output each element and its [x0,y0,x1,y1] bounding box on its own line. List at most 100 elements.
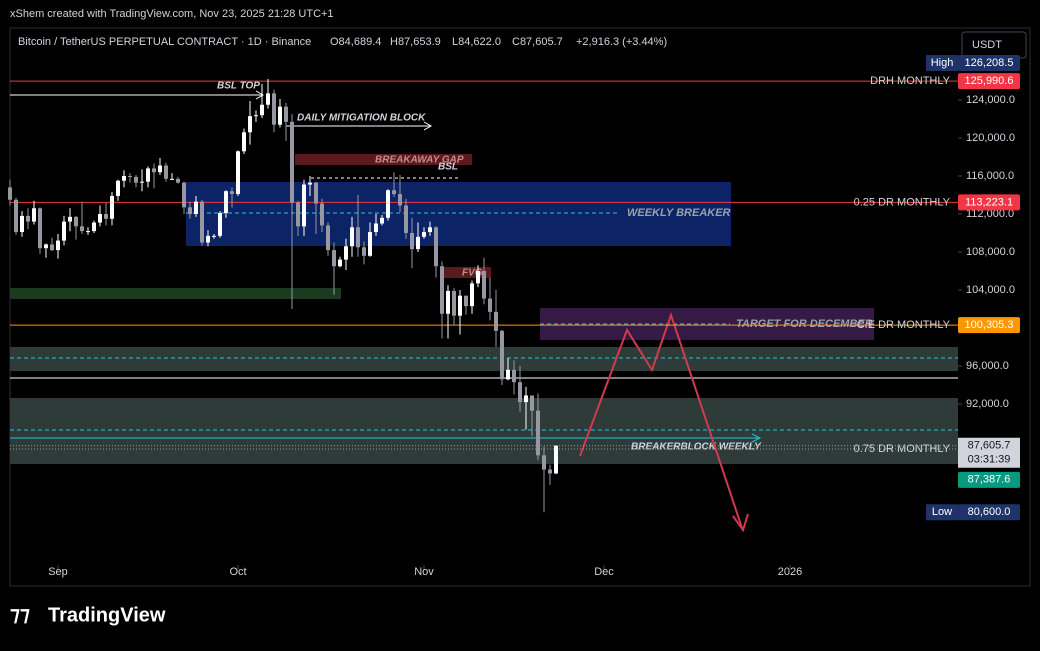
annotation: FVG [462,268,483,279]
brand-logo: ⁊⁊ [10,603,30,625]
candle-body [254,115,258,117]
candle-body [530,395,534,411]
candle-body [80,226,84,232]
candle-body [524,395,528,403]
arrow-head [423,121,433,131]
candle-body [158,165,162,173]
level-name: C.E DR MONTHLY [857,319,951,331]
candle-body [392,190,396,195]
candle-body [92,222,96,232]
candle-body [440,266,444,314]
fvg-zone [444,267,491,278]
annotation: BSL [438,162,458,173]
y-tick-label: 120,000.0 [966,132,1015,144]
candle-body [140,181,144,183]
y-tick-label: 112,000.0 [966,208,1014,220]
annotation: TARGET FOR DECEMBER [736,318,873,330]
candle-body [446,290,450,314]
candle-body [68,216,72,222]
annotation: BREAKAWAY GAP [375,155,464,166]
price-tag-label: 87,387.6 [968,474,1011,486]
candle-body [212,235,216,237]
price-tag [958,471,1020,488]
candle-body [194,201,198,214]
candle-body [548,469,552,474]
projection [579,311,743,529]
candle-body [56,240,60,251]
candle-body [116,180,120,196]
candle-body [326,225,330,251]
candle-body [50,244,54,251]
annotation: DAILY MITIGATION BLOCK [297,113,426,124]
zone [10,347,958,371]
candle-body [32,208,36,222]
candle-body [320,203,324,226]
high-text: High [931,57,954,69]
candle-body [422,232,426,237]
candle-body [338,259,342,267]
candle-body [470,283,474,307]
y-tick-label: 124,000.0 [966,94,1015,106]
candle-body [104,213,108,219]
candle-body [164,165,168,179]
x-tick-label: Nov [414,566,434,578]
candle-body [410,232,414,250]
candle-body [500,330,504,380]
x-tick-label: Dec [594,566,614,578]
candle-body [458,295,462,316]
candle-body [74,216,78,227]
candle-body [218,213,222,236]
ohlc-low: L84,622.0 [452,36,501,48]
level-name: 0.75 DR MONTHLY [854,443,951,455]
brand: TradingView [48,604,166,626]
ohlc-close: C87,605.7 [512,36,563,48]
candle-body [134,176,138,183]
level-name: 0.25 DR MONTHLY [854,196,951,208]
price-tag [958,73,1020,90]
candle-body [302,184,306,227]
ohlc-change: +2,916.3 (+3.44%) [576,36,667,48]
candle-body [296,202,300,227]
candle-body [272,93,276,125]
candle-body [224,191,228,214]
plot: 124,000.0 120,000.0 116,000.0 112,000.0 108,… [8,55,1020,578]
candle-body [278,106,282,125]
gap-zone [295,154,472,165]
candle-body [398,194,402,206]
candle-body [542,455,546,470]
candle-body [236,151,240,195]
candle-body [404,205,408,233]
candle-body [314,182,318,204]
candle-body [188,207,192,214]
candle-body [332,250,336,267]
x-tick-label: Sep [48,566,68,578]
currency[interactable]: USDT [972,39,1002,51]
price-tag [958,437,1020,468]
price-tag-label: 113,223.1 [965,196,1013,208]
price-tag-label: 100,305.3 [965,319,1014,331]
x-tick-label: Oct [229,566,246,578]
arrow-head [255,90,265,100]
y-tick-label: 116,000.0 [966,170,1014,182]
projection-head [732,513,749,533]
candle-body [536,410,540,456]
zone [10,398,958,464]
candle-body [476,270,480,284]
candle-body [260,104,264,116]
high-tag [926,55,958,72]
candle-body [308,182,312,185]
candle-body [20,215,24,233]
candle-body [200,201,204,243]
candle-body [182,182,186,208]
y-tick-label: 104,000.0 [966,284,1015,296]
price-tag-label: 125,990.6 [965,75,1014,87]
weekly-breaker-zone [186,182,731,246]
candle-body [176,178,180,183]
chart-panel [9,27,1031,587]
target-zone [540,308,874,340]
candle-body [350,227,354,247]
arrow-head [751,433,762,443]
candle-body [110,195,114,219]
countdown: 03:31:39 [968,454,1011,466]
candle-body [362,247,366,256]
